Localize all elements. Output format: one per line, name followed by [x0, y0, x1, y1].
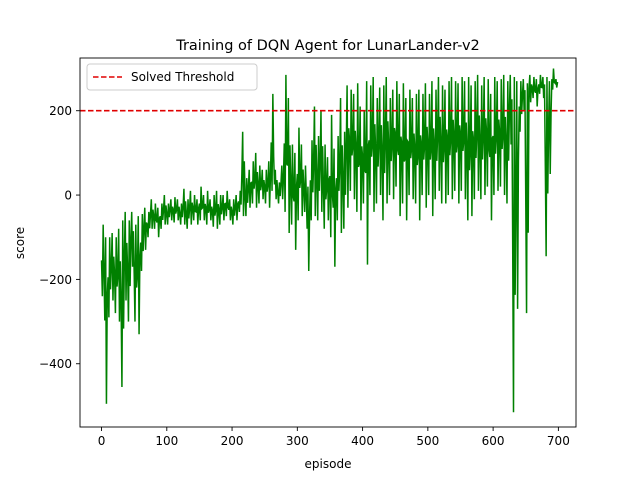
chart-title: Training of DQN Agent for LunarLander-v2 — [175, 38, 480, 54]
y-tick-label: 200 — [49, 104, 72, 118]
x-tick-label: 700 — [547, 434, 570, 448]
y-axis-label: score — [13, 227, 27, 259]
x-tick-label: 100 — [155, 434, 178, 448]
y-tick-label: 0 — [64, 189, 72, 203]
x-tick-label: 500 — [416, 434, 439, 448]
y-tick-label: −400 — [39, 357, 72, 371]
x-axis-label: episode — [305, 457, 352, 471]
series-line-score — [100, 68, 559, 413]
x-tick-label: 300 — [286, 434, 309, 448]
y-tick-label: −200 — [39, 273, 72, 287]
legend: Solved Threshold — [86, 63, 258, 91]
x-tick-label: 400 — [351, 434, 374, 448]
y-axis: −400 −200 0 200 — [39, 104, 80, 371]
series-layer — [100, 68, 559, 413]
x-tick-label: 600 — [482, 434, 505, 448]
x-tick-label: 0 — [98, 434, 106, 448]
plot-area-frame — [79, 57, 577, 428]
x-tick-label: 200 — [221, 434, 244, 448]
x-axis: 0 100 200 300 400 500 600 700 — [98, 427, 570, 448]
legend-box — [86, 63, 258, 91]
legend-label-solved-threshold: Solved Threshold — [131, 70, 234, 84]
